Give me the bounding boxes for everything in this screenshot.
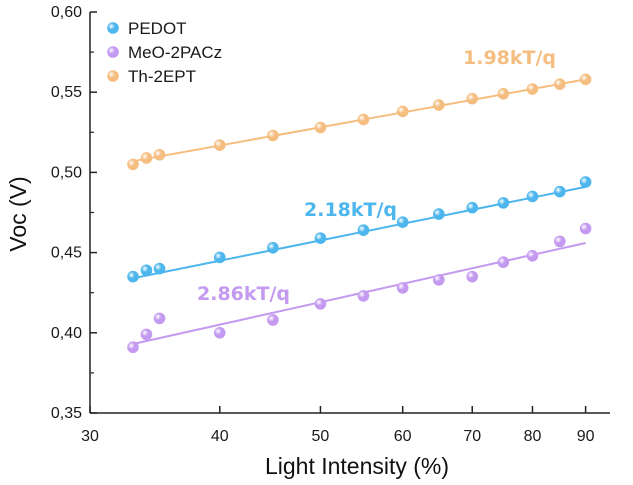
legend-marker [107,46,119,58]
data-point [396,216,409,228]
data-point [357,224,370,236]
data-point [127,341,139,354]
data-point [140,152,153,164]
data-point [526,250,539,262]
axes: 0,35 0,40 0,45 0,50 0,55 0,60 30 40 50 60 70 80 90 [51,4,610,445]
slope-annotation: 1.98kT/q [463,47,556,69]
legend-label: Th-2EPT [128,67,196,86]
annotations: 2.18kT/q 2.86kT/q 1.98kT/q [197,47,556,305]
data-point [433,274,445,286]
x-tick-label: 80 [524,428,542,445]
data-point [579,73,592,86]
data-point [554,235,566,248]
data-point [140,328,153,341]
data-point [153,262,166,275]
data-point [267,314,279,326]
y-axis-title: Voc (V) [5,176,31,251]
data-point [433,208,445,220]
data-point [526,83,539,95]
data-point [357,113,370,126]
y-tick-label: 0,45 [51,245,82,262]
legend-marker [107,22,119,34]
x-tick-label: 30 [81,428,99,445]
x-tick-label: 40 [211,428,229,445]
legend-marker [107,70,119,82]
data-point [213,326,226,339]
data-point [554,185,566,198]
data-point [127,158,139,171]
data-point [433,99,445,111]
legend-label: MeO-2PACz [128,43,222,62]
data-point [213,139,226,151]
data-point [579,222,592,235]
y-tick-label: 0,60 [51,4,82,21]
data-point [140,264,153,277]
data-point [357,290,370,302]
data-point [497,197,510,209]
x-tick-label: 70 [463,428,481,445]
data-point [466,92,479,105]
data-point [153,312,166,325]
data-point [314,298,327,310]
data-point [213,251,226,264]
data-point [526,190,539,203]
data-point [579,176,592,188]
data-point [267,129,279,142]
y-tick-label: 0,40 [51,325,82,342]
data-point [466,270,479,283]
x-tick-label: 90 [577,428,595,445]
data-point [314,232,327,244]
data-point [396,105,409,118]
data-point [153,148,166,161]
x-tick-label: 50 [312,428,330,445]
data-point [314,121,327,134]
y-tick-label: 0,35 [51,405,82,422]
data-point [497,256,510,269]
slope-annotation: 2.86kT/q [197,283,290,305]
x-tick-label: 60 [394,428,412,445]
data-points [127,73,592,354]
data-point [497,88,510,100]
data-point [127,270,139,283]
data-point [267,241,279,254]
data-point [396,282,409,294]
slope-annotation: 2.18kT/q [304,199,397,221]
data-point [554,78,566,90]
y-tick-label: 0,50 [51,164,82,181]
x-axis-title: Light Intensity (%) [265,453,449,479]
data-point [466,201,479,214]
legend-label: PEDOT [128,19,187,38]
y-tick-label: 0,55 [51,84,82,101]
legend: PEDOT MeO-2PACz Th-2EPT [107,19,222,86]
